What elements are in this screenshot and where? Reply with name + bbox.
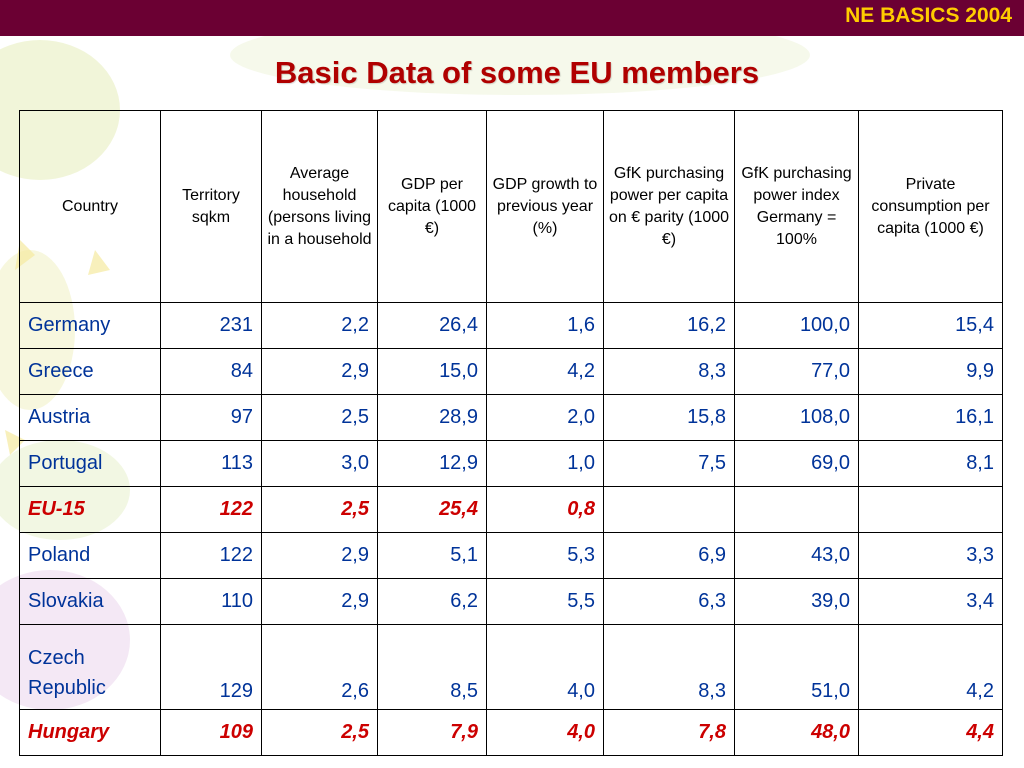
cell-household: 2,5	[261, 709, 378, 756]
cell-gfk-pp: 6,3	[603, 578, 735, 625]
cell-territory: 122	[160, 486, 262, 533]
data-table: Country Territory sqkm Average household…	[19, 110, 1003, 756]
cell-gdp: 7,9	[377, 709, 487, 756]
header-row: Country Territory sqkm Average household…	[19, 110, 1003, 303]
cell-country: Greece	[19, 348, 161, 395]
cell-consumption: 3,3	[858, 532, 1003, 579]
cell-consumption: 3,4	[858, 578, 1003, 625]
cell-growth: 4,0	[486, 624, 604, 710]
cell-territory: 113	[160, 440, 262, 487]
cell-country: Portugal	[19, 440, 161, 487]
cell-gfk-index: 77,0	[734, 348, 859, 395]
col-header-territory: Territory sqkm	[160, 110, 262, 303]
cell-country: Austria	[19, 394, 161, 441]
cell-gdp: 25,4	[377, 486, 487, 533]
cell-consumption: 15,4	[858, 302, 1003, 349]
cell-territory: 110	[160, 578, 262, 625]
cell-growth: 5,3	[486, 532, 604, 579]
cell-territory: 109	[160, 709, 262, 756]
country-name-line-2: Republic	[28, 677, 106, 699]
cell-gfk-index: 69,0	[734, 440, 859, 487]
cell-country: EU-15	[19, 486, 161, 533]
cell-gdp: 28,9	[377, 394, 487, 441]
cell-gfk-index: 43,0	[734, 532, 859, 579]
cell-household: 2,9	[261, 578, 378, 625]
cell-consumption: 4,4	[858, 709, 1003, 756]
cell-gdp: 5,1	[377, 532, 487, 579]
col-header-gdp-growth: GDP growth to previous year (%)	[486, 110, 604, 303]
cell-country: Germany	[19, 302, 161, 349]
cell-territory: 84	[160, 348, 262, 395]
cell-household: 2,2	[261, 302, 378, 349]
cell-gfk-pp: 15,8	[603, 394, 735, 441]
cell-growth: 1,0	[486, 440, 604, 487]
table-row: Germany 231 2,2 26,4 1,6 16,2 100,0 15,4	[19, 302, 1003, 349]
cell-gdp: 6,2	[377, 578, 487, 625]
cell-growth: 0,8	[486, 486, 604, 533]
cell-household: 2,9	[261, 532, 378, 579]
cell-household: 3,0	[261, 440, 378, 487]
cell-household: 2,5	[261, 486, 378, 533]
cell-growth: 4,0	[486, 709, 604, 756]
cell-territory: 97	[160, 394, 262, 441]
cell-gfk-index	[734, 486, 859, 533]
table-row: Czech Republic 129 2,6 8,5 4,0 8,3 51,0 …	[19, 624, 1003, 710]
cell-household: 2,6	[261, 624, 378, 710]
cell-growth: 4,2	[486, 348, 604, 395]
cell-gfk-pp	[603, 486, 735, 533]
table-row: Poland 122 2,9 5,1 5,3 6,9 43,0 3,3	[19, 532, 1003, 579]
col-header-gfk-index: GfK purchasing power index Germany = 100…	[734, 110, 859, 303]
table-row: Portugal 113 3,0 12,9 1,0 7,5 69,0 8,1	[19, 440, 1003, 487]
col-header-gfk-pp: GfK purchasing power per capita on € par…	[603, 110, 735, 303]
cell-gfk-index: 100,0	[734, 302, 859, 349]
country-name-line-1: Czech	[28, 647, 85, 669]
col-header-household: Average household (persons living in a h…	[261, 110, 378, 303]
cell-territory: 122	[160, 532, 262, 579]
table-row: Austria 97 2,5 28,9 2,0 15,8 108,0 16,1	[19, 394, 1003, 441]
table-row: Greece 84 2,9 15,0 4,2 8,3 77,0 9,9	[19, 348, 1003, 395]
cell-gfk-index: 48,0	[734, 709, 859, 756]
table-row-highlight: EU-15 122 2,5 25,4 0,8	[19, 486, 1003, 533]
cell-gfk-index: 39,0	[734, 578, 859, 625]
col-header-consumption: Private consumption per capita (1000 €)	[858, 110, 1003, 303]
cell-gfk-pp: 7,5	[603, 440, 735, 487]
table-row-highlight: Hungary 109 2,5 7,9 4,0 7,8 48,0 4,4	[19, 709, 1003, 756]
cell-household: 2,9	[261, 348, 378, 395]
brand-label: NE BASICS 2004	[845, 4, 1012, 27]
cell-gdp: 12,9	[377, 440, 487, 487]
cell-gfk-pp: 6,9	[603, 532, 735, 579]
top-banner: NE BASICS 2004	[0, 0, 1024, 36]
col-header-country: Country	[19, 110, 161, 303]
cell-gfk-pp: 8,3	[603, 348, 735, 395]
cell-growth: 1,6	[486, 302, 604, 349]
cell-consumption: 8,1	[858, 440, 1003, 487]
cell-consumption: 16,1	[858, 394, 1003, 441]
cell-gfk-pp: 16,2	[603, 302, 735, 349]
cell-consumption: 9,9	[858, 348, 1003, 395]
cell-gdp: 26,4	[377, 302, 487, 349]
cell-household: 2,5	[261, 394, 378, 441]
cell-gfk-index: 51,0	[734, 624, 859, 710]
cell-country: Czech Republic	[19, 624, 161, 710]
cell-country: Slovakia	[19, 578, 161, 625]
cell-country: Poland	[19, 532, 161, 579]
table-row: Slovakia 110 2,9 6,2 5,5 6,3 39,0 3,4	[19, 578, 1003, 625]
cell-country: Hungary	[19, 709, 161, 756]
cell-consumption: 4,2	[858, 624, 1003, 710]
col-header-gdp: GDP per capita (1000 €)	[377, 110, 487, 303]
cell-gfk-index: 108,0	[734, 394, 859, 441]
cell-gdp: 15,0	[377, 348, 487, 395]
cell-territory: 231	[160, 302, 262, 349]
page-title: Basic Data of some EU members	[274, 55, 760, 90]
cell-consumption	[858, 486, 1003, 533]
cell-gfk-pp: 7,8	[603, 709, 735, 756]
cell-territory: 129	[160, 624, 262, 710]
cell-gdp: 8,5	[377, 624, 487, 710]
cell-growth: 5,5	[486, 578, 604, 625]
cell-growth: 2,0	[486, 394, 604, 441]
cell-gfk-pp: 8,3	[603, 624, 735, 710]
